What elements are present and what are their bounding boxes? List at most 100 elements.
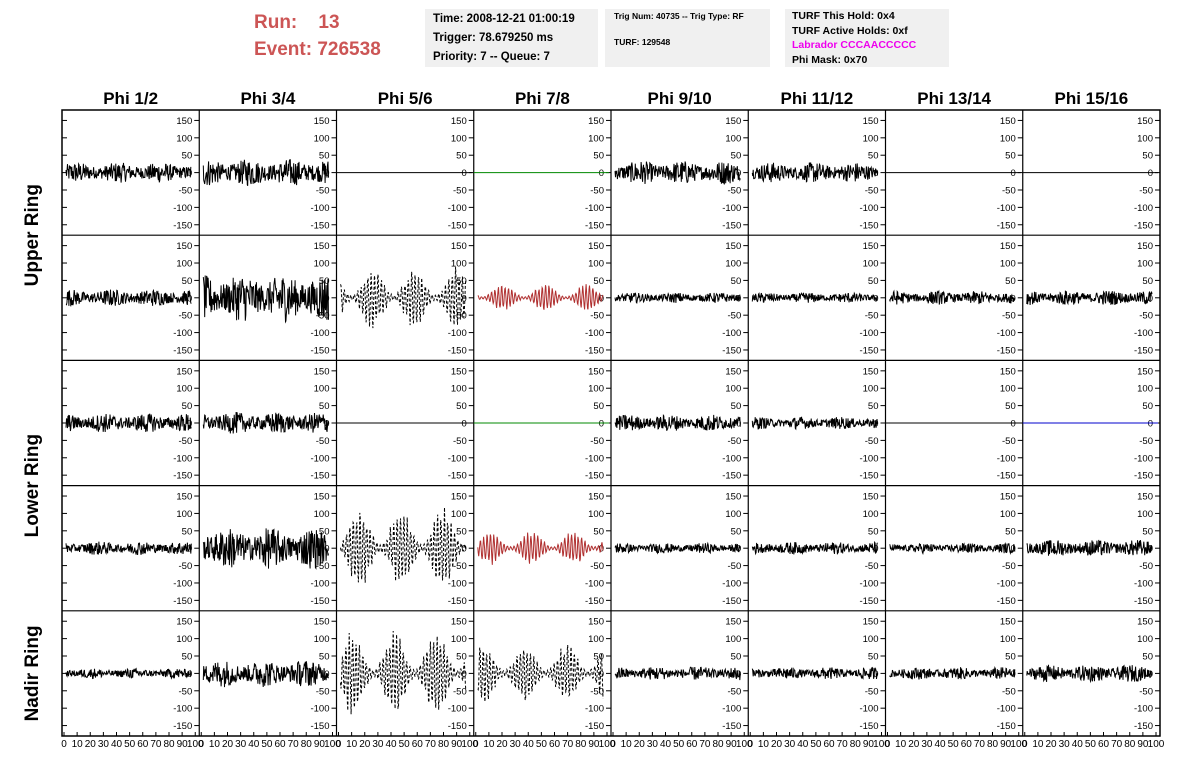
y-tick-label: -100 (859, 328, 878, 339)
y-tick-label: 150 (451, 241, 467, 252)
y-tick-label: -150 (448, 596, 467, 607)
y-tick-label: 100 (176, 133, 192, 144)
y-tick-label: 100 (863, 634, 879, 645)
y-tick-label: -100 (585, 328, 604, 339)
x-tick-label: 70 (1111, 739, 1123, 750)
y-tick-label: -100 (1134, 578, 1153, 589)
waveform-trace (614, 541, 741, 555)
y-tick-label: -100 (173, 203, 192, 214)
y-tick-label: -150 (310, 220, 329, 231)
x-tick-label: 100 (873, 739, 890, 750)
x-tick-label: 80 (438, 739, 450, 750)
run-event-box: Run: 13 Event: 726538 (254, 9, 414, 63)
y-tick-label: 100 (314, 384, 330, 395)
y-tick-label: 50 (593, 401, 604, 412)
y-tick-label: -50 (1139, 686, 1153, 697)
x-tick-label: 70 (288, 739, 300, 750)
y-tick-label: 0 (461, 293, 466, 304)
y-tick-label: 100 (725, 259, 741, 270)
x-tick-label: 30 (1059, 739, 1071, 750)
y-tick-label: 50 (868, 652, 879, 663)
y-tick-label: -150 (585, 721, 604, 732)
y-tick-label: 100 (451, 133, 467, 144)
x-tick-label: 20 (222, 739, 234, 750)
waveform-trace (202, 528, 329, 570)
x-tick-label: 20 (1045, 739, 1057, 750)
y-tick-label: -50 (590, 436, 604, 447)
x-tick-label: 50 (261, 739, 273, 750)
y-tick-label: -50 (1002, 561, 1016, 572)
y-tick-label: -100 (448, 578, 467, 589)
y-tick-label: -50 (865, 561, 879, 572)
x-tick-label: 30 (98, 739, 110, 750)
y-tick-label: 150 (314, 617, 330, 628)
time-text: Time: 2008-12-21 01:00:19 (433, 13, 575, 25)
y-tick-label: 100 (1000, 133, 1016, 144)
waveform-trace (751, 162, 878, 183)
y-tick-label: 50 (593, 526, 604, 537)
y-tick-label: -100 (173, 328, 192, 339)
waveform-trace (889, 542, 1016, 556)
x-tick-label: 70 (699, 739, 711, 750)
column-header: Phi 1/2 (103, 89, 158, 108)
y-tick-label: -50 (179, 185, 193, 196)
y-tick-label: 50 (1142, 276, 1153, 287)
y-tick-label: 100 (1000, 509, 1016, 520)
y-tick-label: -50 (1139, 561, 1153, 572)
y-tick-label: 0 (599, 419, 604, 430)
waveform-trace (614, 161, 741, 185)
x-tick-label: 30 (647, 739, 659, 750)
y-tick-label: 150 (725, 492, 741, 503)
y-tick-label: -50 (316, 561, 330, 572)
y-tick-label: -50 (1139, 311, 1153, 322)
y-tick-label: 50 (319, 526, 330, 537)
y-tick-label: -100 (448, 704, 467, 715)
x-tick-label: 90 (863, 739, 875, 750)
x-tick-label: 40 (934, 739, 946, 750)
y-tick-label: 100 (725, 509, 741, 520)
waveform-trace (65, 162, 192, 183)
x-tick-label: 20 (634, 739, 646, 750)
y-tick-label: 0 (736, 419, 741, 430)
x-tick-label: 20 (85, 739, 97, 750)
y-tick-label: -100 (997, 578, 1016, 589)
waveform-trace (202, 660, 329, 688)
x-tick-label: 60 (274, 739, 286, 750)
y-tick-label: -100 (448, 328, 467, 339)
y-tick-label: 150 (1000, 241, 1016, 252)
y-tick-label: -50 (1139, 185, 1153, 196)
x-tick-label: 90 (1000, 739, 1012, 750)
waveform-trace (65, 288, 192, 307)
x-tick-label: 40 (660, 739, 672, 750)
y-tick-label: -150 (1134, 471, 1153, 482)
priority-text: Priority: 7 -- Queue: 7 (433, 51, 550, 63)
waveform-trace (1026, 539, 1153, 556)
y-tick-label: -100 (1134, 704, 1153, 715)
y-tick-label: -150 (1134, 220, 1153, 231)
y-tick-label: 0 (461, 544, 466, 555)
y-tick-label: 50 (593, 652, 604, 663)
x-tick-label: 10 (895, 739, 907, 750)
y-tick-label: 50 (593, 276, 604, 287)
waveform-trace (751, 540, 878, 556)
y-tick-label: 50 (319, 652, 330, 663)
x-tick-label: 20 (359, 739, 371, 750)
run-label: Run: (254, 12, 298, 33)
x-tick-label: 0 (198, 739, 204, 750)
y-tick-label: -50 (316, 436, 330, 447)
y-tick-label: -150 (722, 721, 741, 732)
y-tick-label: 0 (599, 669, 604, 680)
y-tick-label: 50 (731, 652, 742, 663)
y-tick-label: -50 (728, 311, 742, 322)
y-tick-label: 0 (873, 168, 878, 179)
y-tick-label: -50 (728, 561, 742, 572)
waveform-trace (340, 266, 467, 329)
y-tick-label: -100 (448, 453, 467, 464)
y-tick-label: 50 (1005, 151, 1016, 162)
y-tick-label: 150 (176, 241, 192, 252)
y-tick-label: -150 (310, 345, 329, 356)
x-tick-label: 50 (1085, 739, 1097, 750)
waveform-trace (889, 665, 1016, 680)
x-tick-label: 40 (797, 739, 809, 750)
